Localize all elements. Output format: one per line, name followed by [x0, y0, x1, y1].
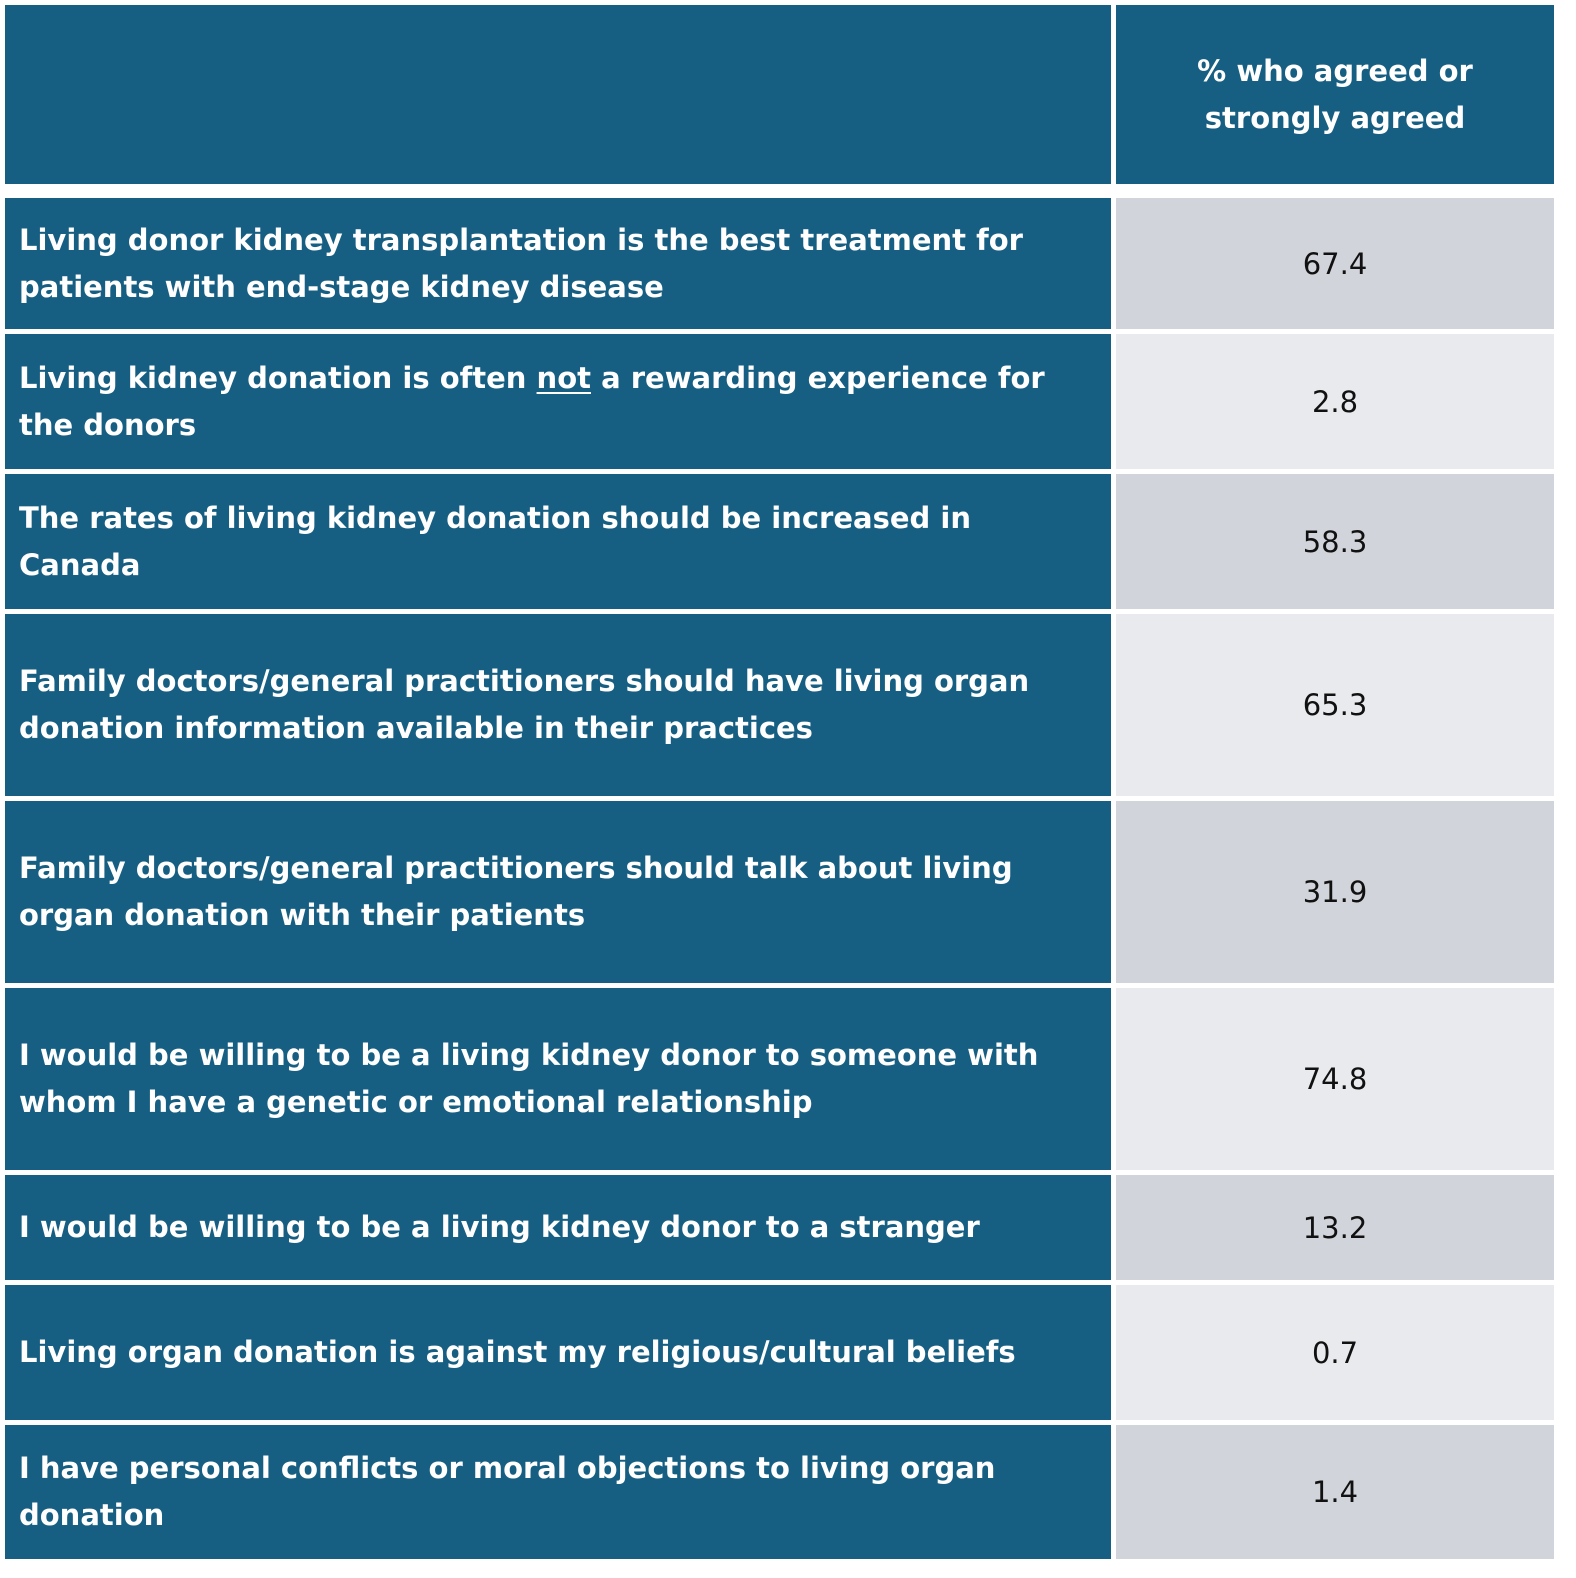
- value-cell: 31.9: [1116, 801, 1554, 983]
- statement-cell: The rates of living kidney donation shou…: [5, 474, 1111, 609]
- statement-cell: I would be willing to be a living kidney…: [5, 1175, 1111, 1280]
- statement-text: I would be willing to be a living kidney…: [19, 1038, 1039, 1119]
- statement-text: Living organ donation is against my reli…: [19, 1335, 1016, 1369]
- header-percent-cell: % who agreed or strongly agreed: [1116, 5, 1554, 184]
- statement-cell: I would be willing to be a living kidney…: [5, 988, 1111, 1170]
- value-cell: 67.4: [1116, 198, 1554, 329]
- value-cell: 58.3: [1116, 474, 1554, 609]
- statement-text: I have personal conflicts or moral objec…: [19, 1451, 996, 1532]
- statement-cell: Family doctors/general practitioners sho…: [5, 614, 1111, 796]
- value-cell: 1.4: [1116, 1425, 1554, 1559]
- statement-text: Living kidney donation is often not a re…: [19, 360, 1045, 442]
- statement-text: Living donor kidney transplantation is t…: [19, 222, 1023, 304]
- statement-text: I would be willing to be a living kidney…: [19, 1210, 980, 1244]
- statement-cell: Living donor kidney transplantation is t…: [5, 198, 1111, 329]
- value-cell: 74.8: [1116, 988, 1554, 1170]
- statement-cell: Living organ donation is against my reli…: [5, 1285, 1111, 1420]
- value-cell: 2.8: [1116, 334, 1554, 469]
- underlined-word: not: [536, 360, 591, 395]
- statement-text: Family doctors/general practitioners sho…: [19, 664, 1030, 745]
- value-cell: 65.3: [1116, 614, 1554, 796]
- header-statement-cell: [5, 5, 1111, 184]
- statement-cell: I have personal conflicts or moral objec…: [5, 1425, 1111, 1559]
- statement-cell: Living kidney donation is often not a re…: [5, 334, 1111, 469]
- statement-cell: Family doctors/general practitioners sho…: [5, 801, 1111, 983]
- statement-text: Family doctors/general practitioners sho…: [19, 851, 1013, 932]
- survey-table: % who agreed or strongly agreed Living d…: [5, 5, 1554, 1564]
- value-cell: 13.2: [1116, 1175, 1554, 1280]
- statement-text: The rates of living kidney donation shou…: [19, 500, 971, 582]
- value-cell: 0.7: [1116, 1285, 1554, 1420]
